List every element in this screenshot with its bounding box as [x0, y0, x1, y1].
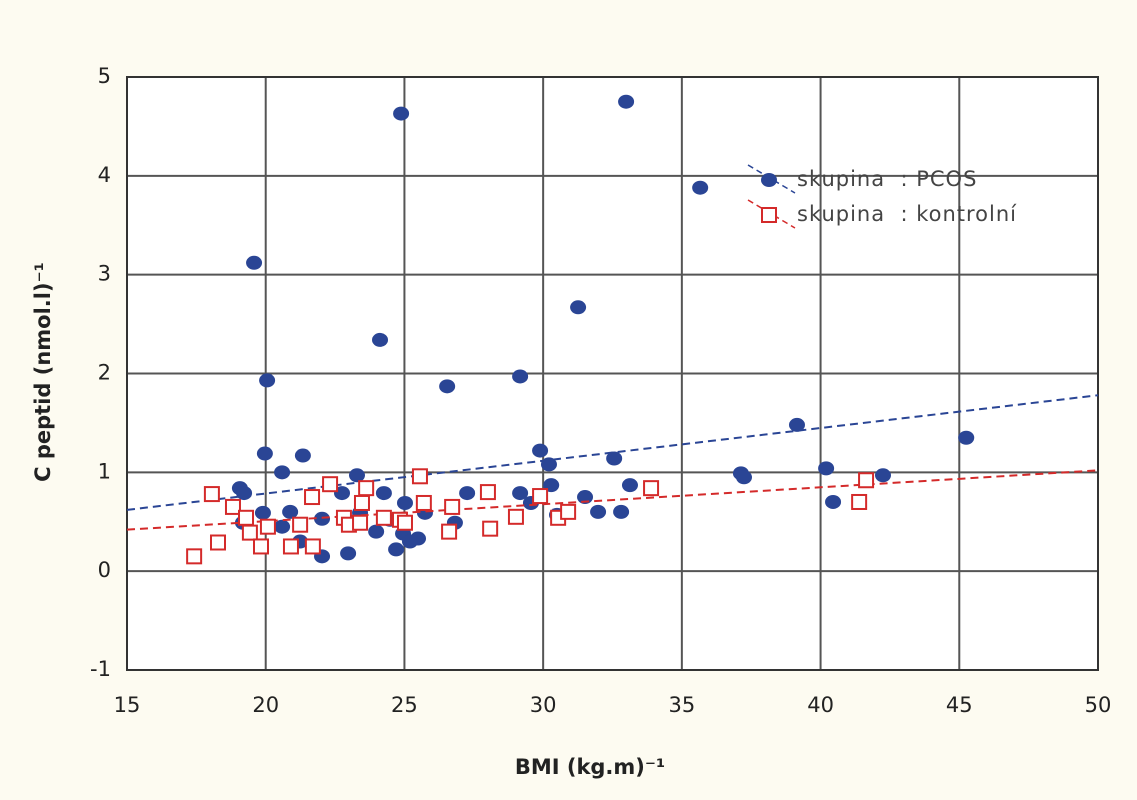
- point: [340, 546, 357, 561]
- point: [396, 495, 413, 510]
- point: [618, 94, 635, 109]
- x-tick-label: 30: [530, 693, 557, 717]
- point: [444, 498, 461, 515]
- point: [256, 446, 273, 461]
- point: [540, 457, 557, 472]
- point: [368, 524, 385, 539]
- y-tick-label: 2: [98, 361, 111, 385]
- x-axis-title: BMI (kg.m)⁻¹: [515, 755, 665, 779]
- x-tick-label: 35: [668, 693, 695, 717]
- point: [372, 332, 389, 347]
- point: [186, 548, 203, 565]
- point: [348, 468, 365, 483]
- legend-label: skupina : PCOS: [797, 167, 977, 191]
- point: [643, 480, 660, 497]
- point: [388, 542, 405, 557]
- legend-label: skupina : kontrolní: [797, 202, 1017, 226]
- point: [858, 472, 875, 489]
- point: [396, 514, 413, 531]
- point: [304, 538, 321, 555]
- point: [411, 468, 428, 485]
- y-tick-label: 1: [98, 459, 111, 483]
- point: [304, 489, 321, 506]
- trend-line: [126, 469, 1099, 531]
- y-tick-label: 0: [98, 558, 111, 582]
- x-tick-label: 40: [807, 693, 834, 717]
- point: [292, 516, 309, 533]
- point: [606, 451, 623, 466]
- point: [532, 443, 549, 458]
- x-tick-label: 15: [114, 693, 141, 717]
- y-tick-label: -1: [90, 657, 111, 681]
- point: [692, 180, 709, 195]
- point: [259, 518, 276, 535]
- point: [282, 538, 299, 555]
- point: [238, 509, 255, 526]
- point: [958, 430, 975, 445]
- point: [532, 488, 549, 505]
- point: [358, 480, 375, 497]
- legend-line: [747, 199, 796, 229]
- point: [512, 486, 529, 501]
- plot-frame: [126, 76, 1099, 671]
- point: [241, 524, 258, 541]
- y-axis-title: C peptid (nmol.l)⁻¹: [31, 262, 55, 482]
- point: [224, 498, 241, 515]
- point: [254, 505, 271, 520]
- point: [479, 484, 496, 501]
- point: [259, 373, 276, 388]
- point: [570, 300, 587, 315]
- point: [415, 494, 432, 511]
- point: [818, 461, 835, 476]
- x-tick-label: 45: [946, 693, 973, 717]
- point: [246, 255, 263, 270]
- point: [274, 465, 291, 480]
- point: [851, 493, 868, 510]
- x-tick-label: 25: [391, 693, 418, 717]
- x-tick-label: 50: [1085, 693, 1112, 717]
- point: [203, 486, 220, 503]
- point: [621, 478, 638, 493]
- point: [560, 503, 577, 520]
- point: [375, 486, 392, 501]
- point: [439, 379, 456, 394]
- point: [482, 520, 499, 537]
- point: [874, 468, 891, 483]
- point: [236, 486, 253, 501]
- point: [441, 523, 458, 540]
- point: [322, 476, 339, 493]
- point: [825, 494, 842, 509]
- point: [507, 508, 524, 525]
- legend-marker: [761, 173, 777, 187]
- point: [401, 534, 418, 549]
- y-tick-label: 5: [98, 64, 111, 88]
- point: [282, 504, 299, 519]
- y-tick-label: 3: [98, 262, 111, 286]
- point: [314, 511, 331, 526]
- point: [459, 486, 476, 501]
- point: [512, 369, 529, 384]
- legend-line: [747, 164, 796, 194]
- point: [393, 106, 410, 121]
- legend-marker: [761, 207, 777, 223]
- point: [353, 494, 370, 511]
- point: [294, 448, 311, 463]
- point: [736, 470, 753, 485]
- point: [788, 417, 805, 432]
- point: [613, 504, 630, 519]
- y-tick-label: 4: [98, 163, 111, 187]
- point: [252, 538, 269, 555]
- point: [274, 519, 291, 534]
- point: [352, 514, 369, 531]
- point: [209, 534, 226, 551]
- point: [590, 504, 607, 519]
- x-tick-label: 20: [252, 693, 279, 717]
- point: [375, 509, 392, 526]
